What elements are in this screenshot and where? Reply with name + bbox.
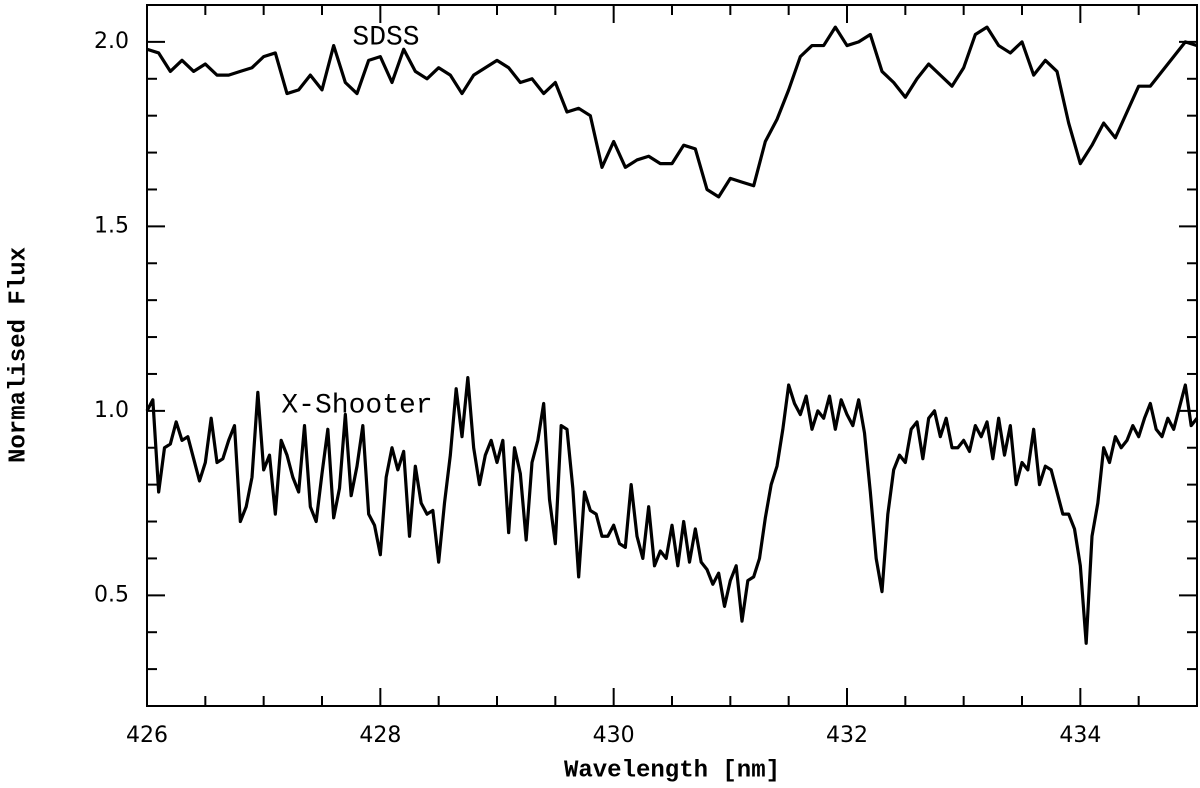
spectrum-line: [146, 25, 1198, 199]
y-tick-label: 1.0: [94, 398, 129, 423]
y-axis-label: Normalised Flux: [5, 247, 32, 463]
series-label: SDSS: [352, 22, 419, 53]
series-label: X-Shooter: [281, 390, 432, 421]
x-tick-label: 430: [593, 723, 635, 748]
plot-frame: [146, 4, 1198, 707]
x-tick-label: 428: [359, 723, 401, 748]
y-tick-label: 1.5: [94, 213, 129, 238]
x-tick-label: 426: [126, 723, 168, 748]
x-tick-label: 434: [1059, 723, 1101, 748]
y-tick-label: 0.5: [94, 582, 129, 607]
y-tick-label: 2.0: [94, 29, 129, 54]
x-tick-label: 432: [826, 723, 868, 748]
spectrum-line: [145, 376, 1199, 645]
x-axis-label: Wavelength [nm]: [564, 757, 780, 784]
